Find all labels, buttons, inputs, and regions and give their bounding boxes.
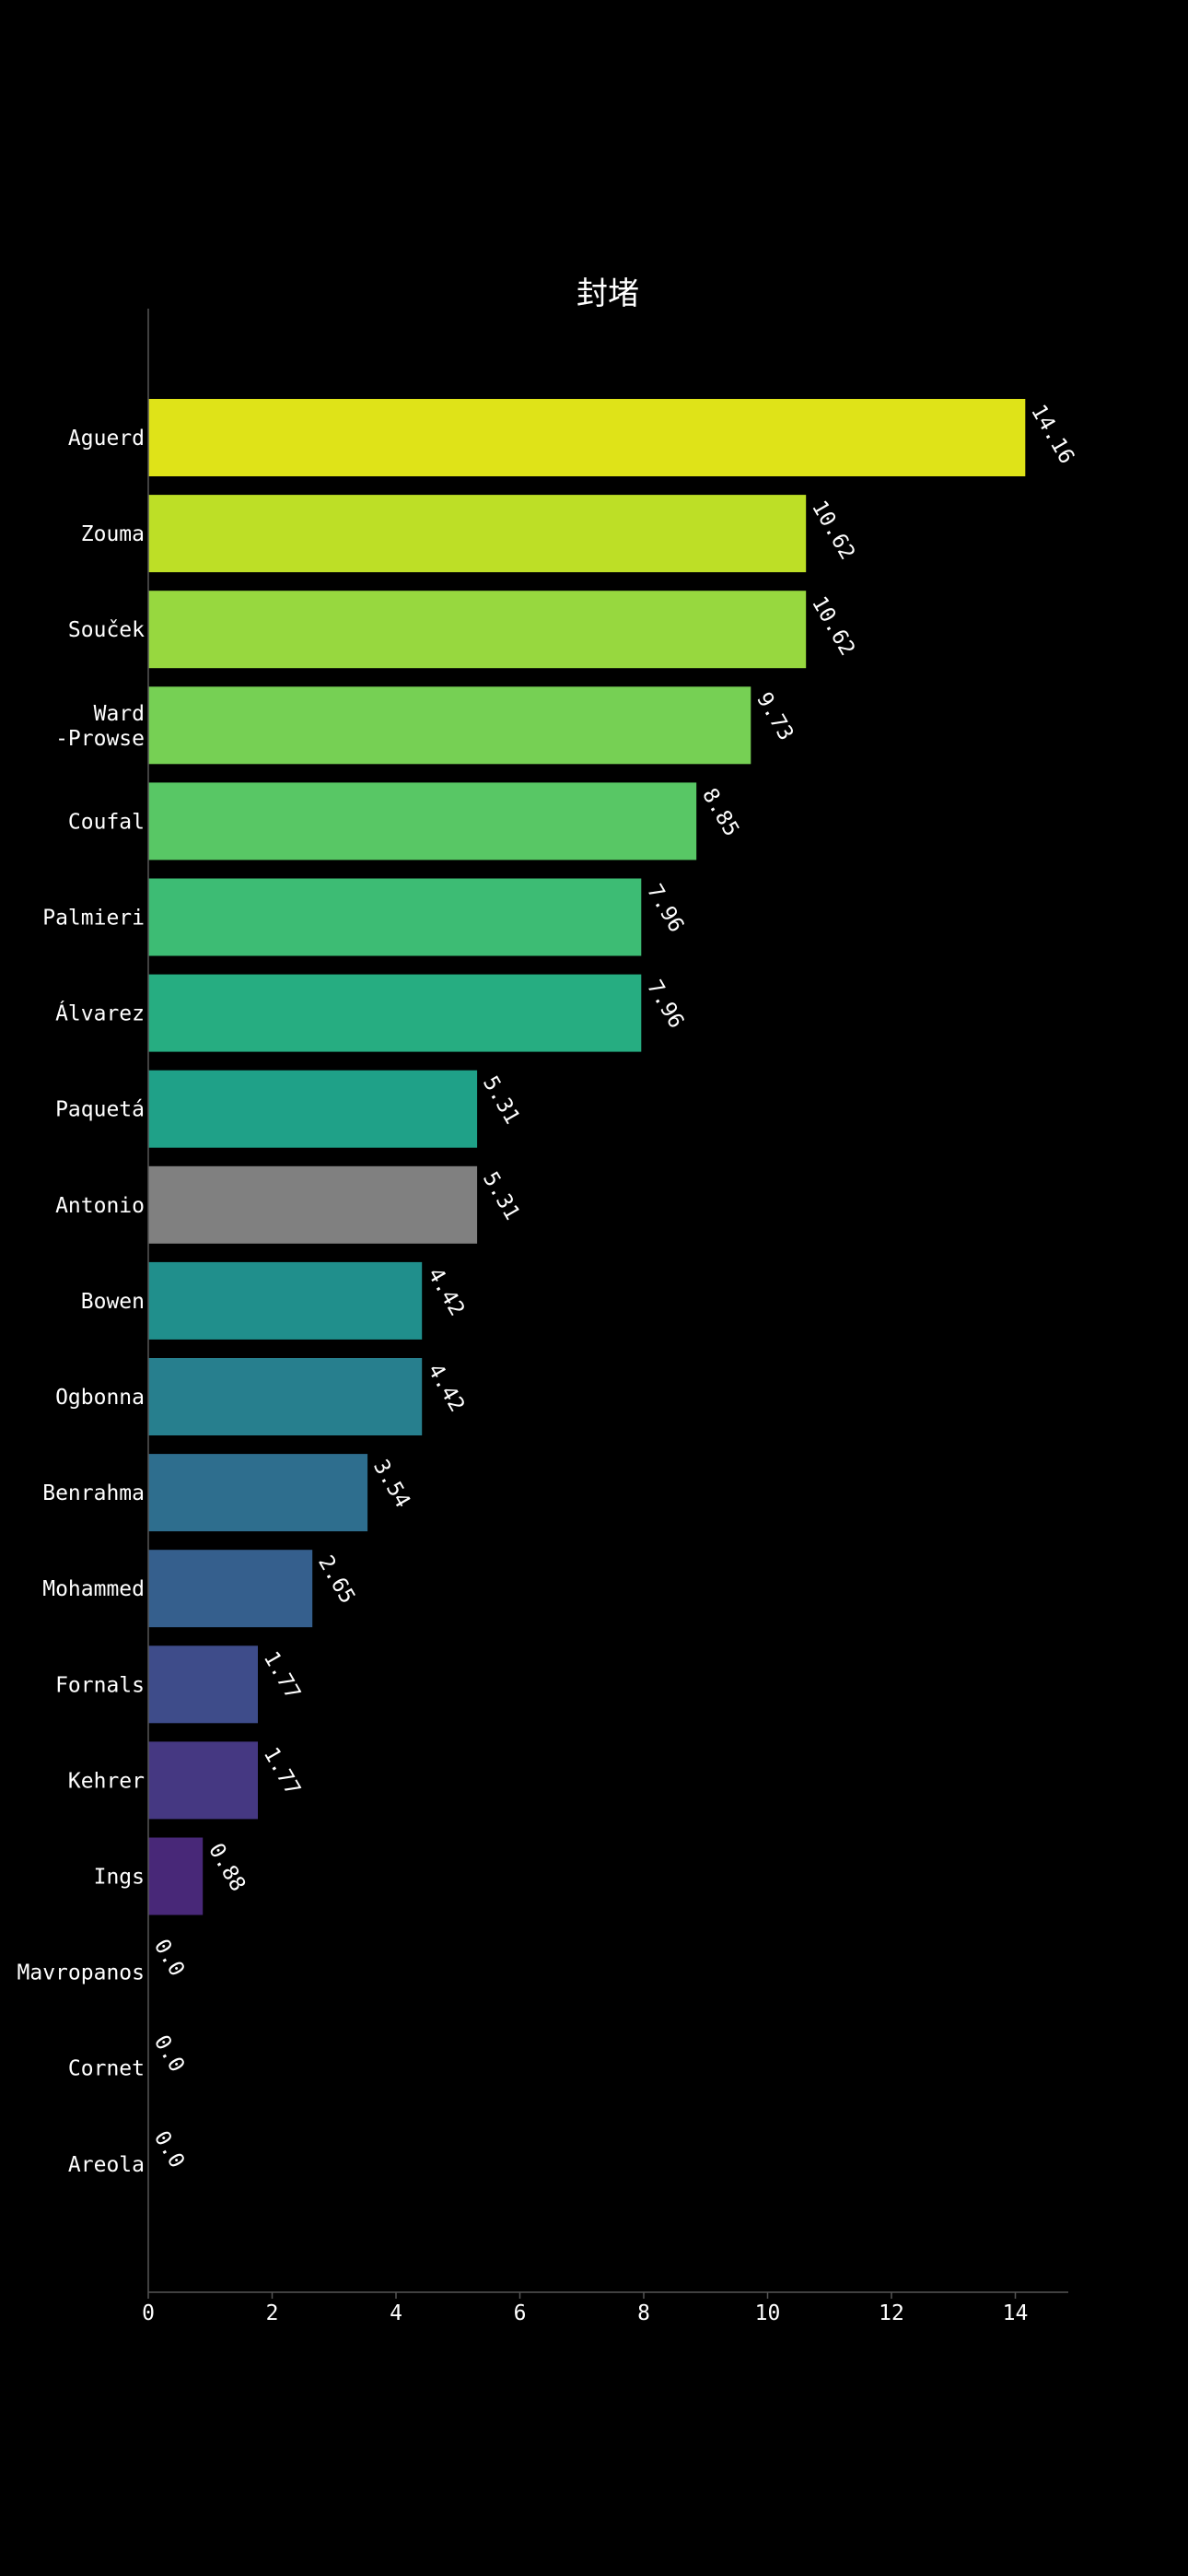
value-label: 0.0	[149, 2032, 189, 2077]
bar	[148, 782, 697, 861]
bar	[148, 1837, 204, 1915]
category-label: Aguerd	[68, 427, 145, 451]
bar	[148, 1741, 258, 1820]
category-label: Bowen	[81, 1290, 145, 1314]
value-label: 4.42	[423, 1264, 469, 1320]
category-label: Ward	[94, 702, 145, 726]
value-label: 8.85	[697, 784, 743, 840]
x-tick-label: 14	[1003, 2301, 1029, 2325]
category-label: Cornet	[68, 2057, 145, 2081]
bar	[148, 1165, 478, 1244]
x-axis-ticks: 0 2 4 6 8 10 12 14	[142, 2292, 1028, 2325]
value-label: 1.77	[259, 1647, 305, 1704]
bar	[148, 1645, 258, 1724]
category-label: Fornals	[55, 1673, 145, 1697]
category-label: Antonio	[55, 1194, 145, 1218]
value-label: 10.62	[807, 592, 859, 660]
bar	[148, 1070, 478, 1148]
x-tick-label: 4	[390, 2301, 402, 2325]
value-label: 1.77	[259, 1743, 305, 1799]
bar	[148, 686, 751, 765]
value-label: 10.62	[807, 497, 859, 564]
category-label: Álvarez	[55, 1001, 145, 1026]
category-label: Coufal	[68, 810, 145, 834]
x-tick-label: 8	[637, 2301, 650, 2325]
category-label: Paquetá	[55, 1098, 145, 1122]
bar	[148, 1358, 423, 1435]
bar	[148, 1454, 368, 1532]
value-label: 5.31	[478, 1072, 524, 1129]
value-label: 4.42	[423, 1360, 469, 1416]
category-label: Kehrer	[68, 1769, 145, 1793]
category-label: Mohammed	[42, 1577, 145, 1601]
bar	[148, 399, 1026, 476]
category-label: Benrahma	[42, 1481, 145, 1505]
bar	[148, 591, 807, 669]
chart-title: 封堵	[577, 275, 639, 312]
x-tick-label: 10	[755, 2301, 781, 2325]
category-label: Ings	[94, 1866, 145, 1890]
value-label: 3.54	[368, 1456, 414, 1512]
bar	[148, 1261, 423, 1340]
value-label: 5.31	[478, 1168, 524, 1224]
x-tick-label: 6	[514, 2301, 527, 2325]
bar	[148, 495, 807, 573]
value-label: 14.16	[1026, 401, 1078, 468]
value-label: 0.88	[204, 1840, 250, 1896]
category-label: -Prowse	[55, 727, 145, 751]
x-tick-label: 2	[266, 2301, 279, 2325]
category-label: Souček	[68, 618, 145, 642]
value-label: 7.96	[642, 881, 688, 937]
x-tick-label: 0	[142, 2301, 155, 2325]
bar	[148, 974, 642, 1052]
value-label: 0.0	[149, 2127, 189, 2172]
value-label: 0.0	[149, 1936, 189, 1981]
category-labels: Aguerd Zouma Souček Ward-Prowse Coufal Palmie…	[17, 427, 146, 2177]
category-label: Zouma	[81, 522, 145, 546]
category-label: Mavropanos	[17, 1961, 145, 1985]
value-label: 2.65	[313, 1551, 359, 1608]
value-label: 7.96	[642, 977, 688, 1033]
bar	[148, 878, 642, 956]
value-label: 9.73	[751, 688, 798, 744]
category-label: Ogbonna	[55, 1386, 145, 1410]
category-label: Palmieri	[42, 907, 145, 931]
bars-layer	[148, 399, 1026, 1915]
bar	[148, 1550, 313, 1628]
category-label: Areola	[68, 2153, 145, 2177]
x-tick-label: 12	[879, 2301, 904, 2325]
